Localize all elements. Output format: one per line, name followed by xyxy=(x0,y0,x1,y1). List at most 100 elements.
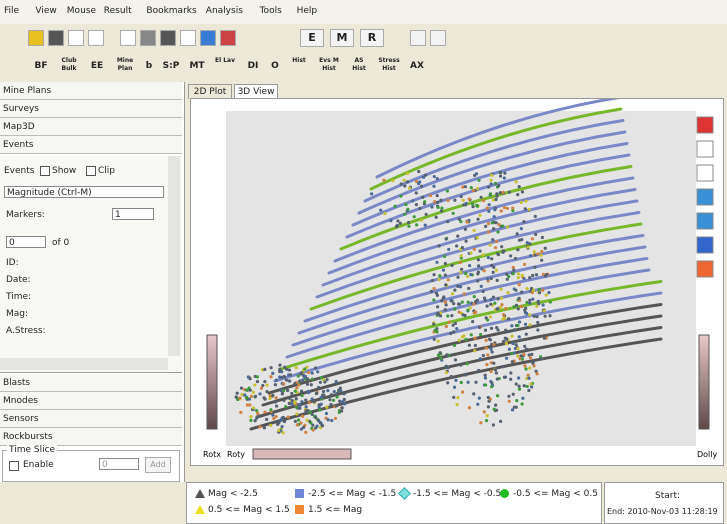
event-point xyxy=(489,369,493,374)
toolbar-icon[interactable] xyxy=(220,30,236,46)
panel-section[interactable]: Map3D xyxy=(0,118,182,136)
event-point xyxy=(329,393,334,397)
toolbar-button[interactable]: Evs M Hist xyxy=(319,57,339,72)
toolbar-icon[interactable] xyxy=(430,30,446,46)
event-point xyxy=(430,205,434,209)
spinner[interactable]: 1 xyxy=(112,208,154,220)
menu-item[interactable]: Help xyxy=(296,6,318,16)
menu-item[interactable]: File xyxy=(4,6,20,16)
event-point xyxy=(485,362,489,367)
event-point xyxy=(459,194,463,199)
event-point xyxy=(293,389,297,393)
event-point xyxy=(446,220,450,224)
toolbar-button[interactable]: Hist xyxy=(292,57,306,64)
dropdown[interactable]: Magnitude (Ctrl-M) xyxy=(4,186,164,198)
event-point xyxy=(460,300,464,304)
event-point xyxy=(459,219,463,224)
time-slice-group: Time Slice Enable 0 Add xyxy=(2,445,180,482)
event-point xyxy=(477,264,481,268)
event-point xyxy=(389,219,393,223)
event-point xyxy=(528,254,533,258)
event-point xyxy=(453,321,458,326)
event-point xyxy=(487,337,492,341)
event-point xyxy=(249,415,253,419)
toolbar-icon[interactable] xyxy=(140,30,156,46)
event-point xyxy=(476,258,480,262)
spinner[interactable]: 0 xyxy=(6,236,46,248)
checkbox[interactable] xyxy=(40,166,50,176)
menu-item[interactable]: Mouse xyxy=(66,6,96,16)
toolbar-icon[interactable] xyxy=(88,30,104,46)
toolbar-button[interactable]: EE xyxy=(90,61,104,71)
event-point xyxy=(446,278,450,282)
event-point xyxy=(396,219,400,223)
event-point xyxy=(269,375,273,379)
toolbar-icon[interactable] xyxy=(28,30,44,46)
panel-section[interactable]: Blasts xyxy=(0,374,182,392)
panel-section[interactable]: Rockbursts xyxy=(0,428,182,446)
toolbar-button[interactable]: El Lav xyxy=(214,57,236,64)
panel-section[interactable]: Events xyxy=(0,136,182,154)
button[interactable]: Add xyxy=(145,457,171,473)
event-point xyxy=(440,299,444,303)
toolbar-icon[interactable] xyxy=(200,30,216,46)
menu-item[interactable]: Result xyxy=(103,6,132,16)
toolbar-button[interactable]: BF xyxy=(34,61,48,71)
event-point xyxy=(405,180,410,184)
tab[interactable]: 3D View xyxy=(234,84,278,99)
panel-section[interactable]: Sensors xyxy=(0,410,182,428)
legend-button[interactable]: M xyxy=(330,29,354,47)
legend-button[interactable]: E xyxy=(300,29,324,47)
toolbar-icon[interactable] xyxy=(410,30,426,46)
event-point xyxy=(255,375,259,379)
view-background xyxy=(226,111,696,446)
toolbar-button[interactable]: Club Bulk xyxy=(61,57,77,72)
event-point xyxy=(262,396,266,400)
event-point xyxy=(417,169,421,174)
panel-section[interactable]: Mnodes xyxy=(0,392,182,410)
event-point xyxy=(311,399,315,403)
legend-label: -1.5 <= Mag < -0.5 xyxy=(413,489,502,499)
event-point xyxy=(259,386,264,390)
tab[interactable]: 2D Plot xyxy=(188,84,232,99)
panel-section[interactable]: Surveys xyxy=(0,100,182,118)
checkbox[interactable] xyxy=(9,461,19,471)
event-point xyxy=(530,352,534,356)
tab-strip: 2D Plot 3D View xyxy=(188,82,718,99)
menu-item[interactable]: Bookmarks xyxy=(146,6,197,16)
toolbar-button[interactable]: b xyxy=(145,61,153,71)
toolbar-icon[interactable] xyxy=(160,30,176,46)
toolbar-button[interactable]: MT xyxy=(189,61,205,71)
event-point xyxy=(432,174,436,179)
legend-marker xyxy=(398,487,411,500)
toolbar-button[interactable]: AX xyxy=(410,61,424,71)
toolbar-button[interactable]: O xyxy=(271,61,279,71)
toolbar-button[interactable]: AS Hist xyxy=(352,57,366,72)
toolbar-icon[interactable] xyxy=(120,30,136,46)
event-point xyxy=(438,351,442,355)
legend-button[interactable]: R xyxy=(360,29,384,47)
event-point xyxy=(544,293,548,297)
menu-item[interactable]: Analysis xyxy=(205,6,243,16)
toolbar-icon[interactable] xyxy=(48,30,64,46)
toolbar-button[interactable]: DI xyxy=(247,61,259,71)
toolbar-button[interactable]: S:P xyxy=(162,61,180,71)
toolbar-button[interactable]: Mine Plan xyxy=(116,57,134,72)
menu-item[interactable]: View xyxy=(35,6,57,16)
checkbox[interactable] xyxy=(86,166,96,176)
panel-section[interactable]: Mine Plans xyxy=(0,82,182,100)
event-point xyxy=(498,174,503,178)
event-point xyxy=(517,384,521,388)
event-point xyxy=(486,395,490,400)
event-point xyxy=(261,383,265,388)
toolbar-button[interactable]: Stress Hist xyxy=(378,57,400,72)
event-point xyxy=(466,300,470,304)
toolbar-icon[interactable] xyxy=(180,30,196,46)
spinner[interactable]: 0 xyxy=(99,458,139,470)
event-point xyxy=(451,323,455,327)
toolbar-icon[interactable] xyxy=(68,30,84,46)
event-point xyxy=(305,418,309,422)
menu-item[interactable]: Tools xyxy=(259,6,282,16)
event-point xyxy=(491,270,495,274)
event-point xyxy=(455,327,459,331)
